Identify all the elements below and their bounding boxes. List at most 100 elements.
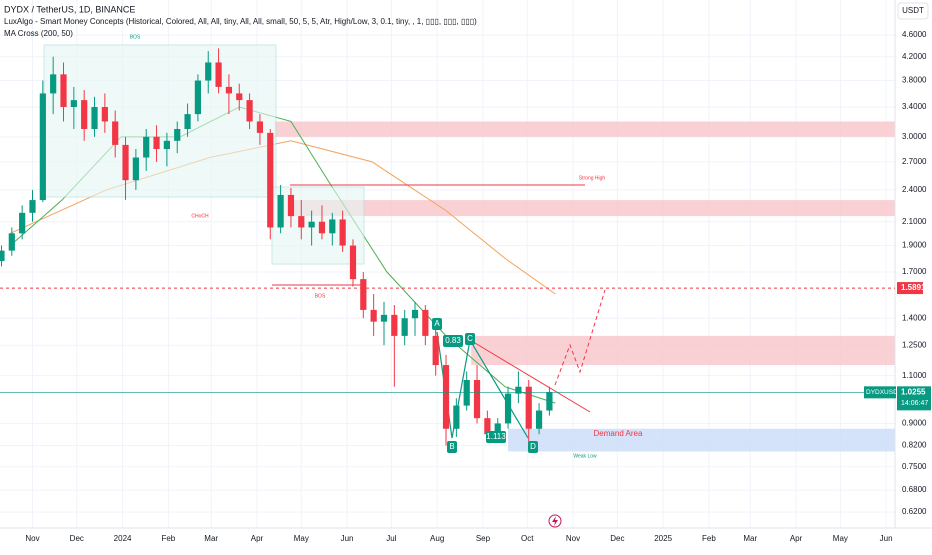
candle-body [277,194,284,228]
y-tick-label: 0.9000 [902,419,927,428]
candle-body [391,314,398,336]
candle-body [246,100,253,122]
annotation: 0.83 [445,336,461,345]
candle-body [515,386,522,394]
y-tick-label: 0.6200 [902,507,927,516]
symbol-tag: DYDXUSDT [866,389,902,396]
y-tick-label: 2.4000 [902,185,927,194]
candle-body [122,144,129,181]
candle-body [298,216,305,228]
candle-body [535,410,543,429]
x-tick-label: Mar [743,534,757,543]
candle-body [205,62,212,81]
candle-body [29,200,36,213]
target-label: 1.5891 [901,283,926,292]
candle-body [349,245,357,280]
annotation: C [467,334,473,343]
x-tick-label: Jun [880,534,893,543]
target-tag [897,282,923,295]
projection-line [554,289,606,386]
pattern-tag [486,431,506,443]
annotation: Strong High [579,175,606,181]
x-tick-label: May [833,534,848,543]
x-tick-label: Oct [521,534,534,543]
x-tick-label: Apr [790,534,803,543]
annotation: BOS [315,293,326,299]
y-tick-label: 0.8200 [902,441,927,450]
candle-body [494,423,501,435]
indicator-label: LuxAlgo - Smart Money Concepts (Historic… [4,17,477,26]
candle-body [432,335,439,366]
candle-body [112,121,119,145]
x-tick-label: 2025 [654,534,672,543]
candle-body [360,279,367,310]
symbol-title: DYDX / TetherUS, 1D, BINANCE [4,4,135,14]
y-tick-label: 0.6800 [902,485,927,494]
candle-body [60,74,67,108]
candle-body [504,393,512,424]
candle-body [163,140,170,150]
candle-body [236,93,243,101]
candle-body [308,221,315,228]
zone [274,121,895,137]
annotation: D [530,442,536,451]
y-tick-label: 1.4000 [902,313,927,322]
annotation: 1.113 [486,432,506,441]
candle-body [8,233,15,251]
y-tick-label: 2.7000 [902,157,927,166]
candle-body [463,380,470,406]
y-tick-label: 0.7500 [902,462,927,471]
x-tick-label: Feb [702,534,716,543]
x-tick-label: Feb [161,534,175,543]
candle-body [174,129,181,141]
range-box [43,44,277,198]
y-tick-label: 1.9000 [902,241,927,250]
x-tick-label: 2024 [114,534,132,543]
lightning-icon[interactable] [548,514,562,528]
candle-body [91,107,98,130]
candle-body [453,405,460,429]
x-tick-label: Dec [610,534,624,543]
y-tick-label: 3.8000 [902,76,927,85]
candle-body [546,392,553,411]
annotation: CHoCH [191,213,209,219]
pattern-tag [447,441,457,453]
x-tick-label: Aug [430,534,444,543]
candle-body [101,107,108,122]
candle-body [401,318,408,336]
zone [289,200,896,217]
currency-button[interactable] [897,2,929,20]
symbol-tag-box [864,386,896,399]
candle-body [329,219,336,234]
candle-body [339,219,346,246]
candle-body [525,386,532,429]
pattern-tag [465,333,475,345]
pattern-tag [528,441,538,453]
candle-body [287,194,295,217]
x-tick-label: Nov [566,534,580,543]
indicator-label: MA Cross (200, 50) [4,29,73,38]
candle-body [184,114,191,130]
candle-body [215,62,222,87]
countdown: 14:06:47 [901,400,928,407]
candle-body [473,380,481,419]
candle-body [70,100,77,108]
currency-label: USDT [902,6,924,15]
candle-body [50,74,57,94]
x-tick-label: Apr [251,534,264,543]
pattern-tag [432,318,442,330]
pattern-tag [443,335,463,347]
annotation: Weak Low [573,453,597,459]
y-tick-label: 1.1000 [902,371,927,380]
candle-body [132,157,139,181]
x-tick-label: Dec [70,534,84,543]
x-tick-label: Nov [25,534,39,543]
annotation: B [449,442,454,451]
candle-body [422,309,429,336]
x-tick-label: Sep [476,534,491,543]
y-tick-label: 4.6000 [902,30,927,39]
candle-body [411,309,419,319]
trend-line [469,339,591,413]
candle-body [153,136,160,150]
